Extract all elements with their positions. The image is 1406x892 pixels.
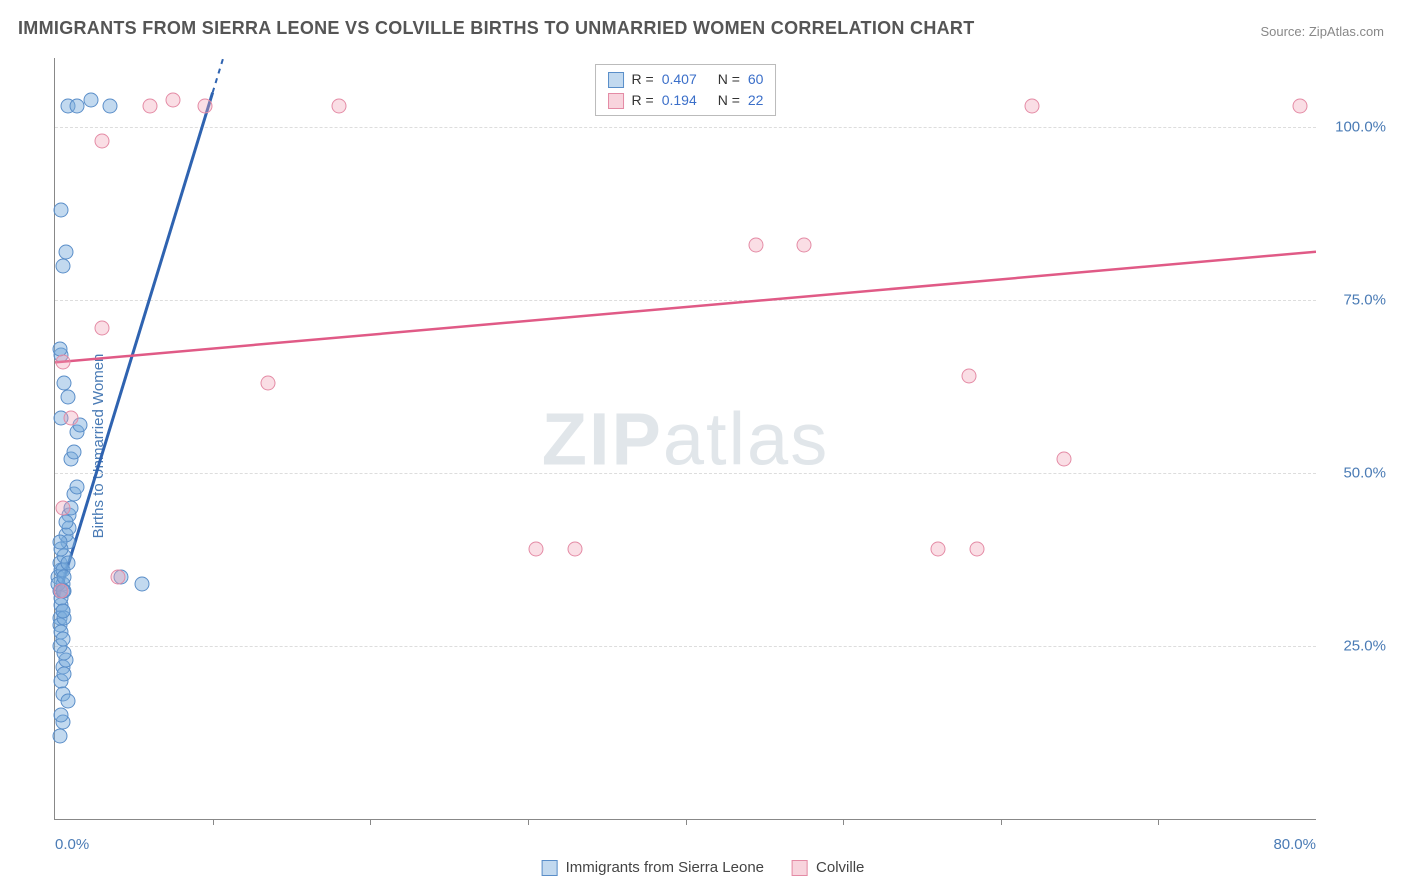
data-point: [52, 728, 67, 743]
correlation-chart: IMMIGRANTS FROM SIERRA LEONE VS COLVILLE…: [0, 0, 1406, 892]
data-point: [84, 92, 99, 107]
y-tick-label: 100.0%: [1326, 119, 1386, 136]
legend-swatch: [608, 72, 624, 88]
y-tick-label: 50.0%: [1326, 465, 1386, 482]
data-point: [331, 99, 346, 114]
data-point: [54, 583, 69, 598]
x-tick-mark: [843, 819, 844, 825]
data-point: [70, 479, 85, 494]
y-tick-label: 75.0%: [1326, 292, 1386, 309]
n-value: 60: [748, 69, 764, 90]
legend-stat-row: R = 0.194 N = 22: [608, 90, 764, 111]
data-point: [57, 376, 72, 391]
legend-stats: R = 0.407 N = 60 R = 0.194 N = 22: [595, 64, 777, 116]
x-tick-mark: [686, 819, 687, 825]
data-point: [55, 500, 70, 515]
data-point: [63, 410, 78, 425]
data-point: [260, 376, 275, 391]
data-point: [103, 99, 118, 114]
n-label: N =: [718, 69, 740, 90]
data-point: [197, 99, 212, 114]
data-point: [111, 569, 126, 584]
legend-swatch: [792, 860, 808, 876]
data-point: [59, 514, 74, 529]
r-label: R =: [632, 69, 654, 90]
data-point: [962, 369, 977, 384]
x-tick-mark: [213, 819, 214, 825]
legend-stat-row: R = 0.407 N = 60: [608, 69, 764, 90]
data-point: [54, 708, 69, 723]
r-label: R =: [632, 90, 654, 111]
data-point: [1293, 99, 1308, 114]
legend-swatch: [542, 860, 558, 876]
trendline: [55, 58, 1316, 819]
data-point: [166, 92, 181, 107]
gridline-h: [55, 127, 1316, 128]
data-point: [930, 542, 945, 557]
data-point: [55, 355, 70, 370]
x-tick-label: 80.0%: [1273, 836, 1316, 853]
data-point: [60, 389, 75, 404]
data-point: [66, 445, 81, 460]
n-value: 22: [748, 90, 764, 111]
data-point: [55, 604, 70, 619]
data-point: [60, 556, 75, 571]
data-point: [54, 203, 69, 218]
data-point: [568, 542, 583, 557]
data-point: [55, 258, 70, 273]
r-value: 0.407: [662, 69, 710, 90]
r-value: 0.194: [662, 90, 710, 111]
source-attribution: Source: ZipAtlas.com: [1260, 24, 1384, 39]
data-point: [134, 576, 149, 591]
legend-item: Colville: [792, 859, 864, 876]
data-point: [142, 99, 157, 114]
chart-title: IMMIGRANTS FROM SIERRA LEONE VS COLVILLE…: [18, 18, 975, 39]
data-point: [59, 244, 74, 259]
data-point: [1056, 452, 1071, 467]
x-tick-mark: [528, 819, 529, 825]
data-point: [60, 694, 75, 709]
plot-area: ZIPatlas R =0.407N =60R =0.194N =22 25.0…: [54, 58, 1316, 820]
legend-swatch: [608, 93, 624, 109]
n-label: N =: [718, 90, 740, 111]
y-tick-label: 25.0%: [1326, 638, 1386, 655]
data-point: [55, 632, 70, 647]
gridline-h: [55, 646, 1316, 647]
data-point: [95, 320, 110, 335]
gridline-h: [55, 473, 1316, 474]
data-point: [95, 134, 110, 149]
x-tick-mark: [1001, 819, 1002, 825]
data-point: [52, 535, 67, 550]
data-point: [1025, 99, 1040, 114]
legend-item: Immigrants from Sierra Leone: [542, 859, 764, 876]
legend-series: Immigrants from Sierra Leone Colville: [542, 859, 865, 876]
legend-label: Colville: [816, 859, 864, 876]
data-point: [57, 569, 72, 584]
trendline: [55, 58, 1316, 819]
data-point: [749, 237, 764, 252]
data-point: [70, 99, 85, 114]
x-tick-mark: [370, 819, 371, 825]
gridline-h: [55, 300, 1316, 301]
data-point: [796, 237, 811, 252]
x-tick-label: 0.0%: [55, 836, 89, 853]
x-tick-mark: [1158, 819, 1159, 825]
data-point: [57, 666, 72, 681]
data-point: [528, 542, 543, 557]
legend-label: Immigrants from Sierra Leone: [566, 859, 764, 876]
data-point: [52, 341, 67, 356]
watermark: ZIPatlas: [542, 396, 829, 481]
data-point: [970, 542, 985, 557]
